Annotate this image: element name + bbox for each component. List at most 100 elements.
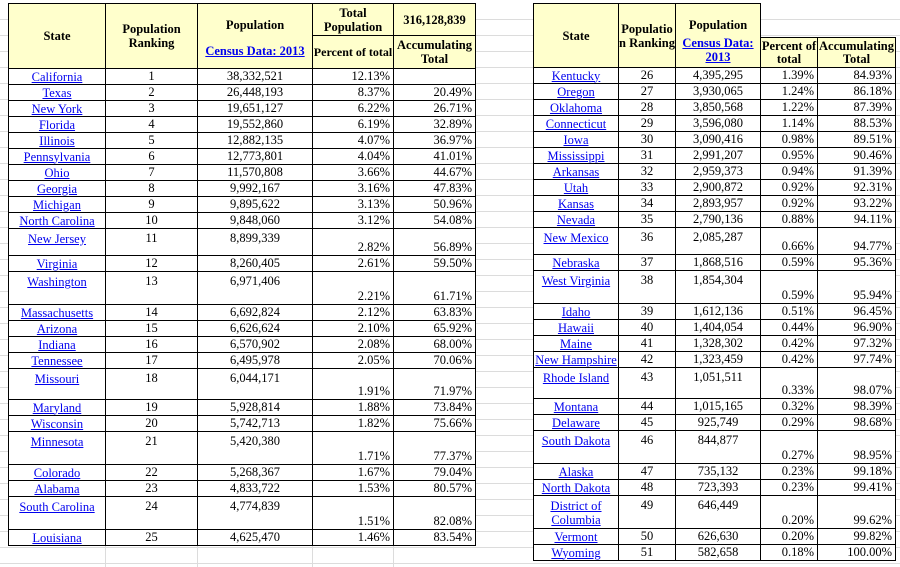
state-link[interactable]: Utah (563, 180, 589, 195)
percent-cell: 0.88% (761, 212, 818, 228)
census-data-link[interactable]: Census Data: 2013 (205, 43, 305, 58)
accumulating-cell: 32.89% (394, 117, 476, 133)
percent-cell: 1.51% (313, 497, 394, 530)
header-percent-column: Percent of total (761, 3, 818, 68)
accumulating-cell: 54.08% (394, 213, 476, 229)
state-link[interactable]: Arkansas (552, 164, 600, 179)
table-row: Oklahoma 28 3,850,568 1.22% 87.39% (534, 100, 896, 116)
state-link[interactable]: Montana (553, 399, 599, 414)
state-link[interactable]: Mississippi (547, 148, 605, 163)
state-cell: Virginia (9, 256, 106, 272)
state-link[interactable]: North Dakota (541, 480, 611, 495)
population-cell: 9,848,060 (198, 213, 313, 229)
rank-cell: 17 (106, 353, 198, 369)
state-link[interactable]: Iowa (563, 132, 589, 147)
state-link[interactable]: Alaska (558, 464, 594, 479)
table-row: District of Columbia 49 646,449 0.20% 99… (534, 496, 896, 529)
population-cell: 2,790,136 (676, 212, 761, 228)
state-cell: Connecticut (534, 116, 619, 132)
accumulating-cell: 80.57% (394, 481, 476, 497)
state-cell: North Dakota (534, 480, 619, 496)
state-link[interactable]: Delaware (552, 415, 600, 430)
state-link[interactable]: Minnesota (30, 435, 84, 449)
percent-cell: 0.33% (761, 368, 818, 399)
state-link[interactable]: Texas (42, 85, 72, 100)
rank-cell: 20 (106, 416, 198, 432)
rank-cell: 50 (619, 529, 676, 545)
state-link[interactable]: Kansas (557, 196, 595, 211)
accumulating-cell: 26.71% (394, 101, 476, 117)
percent-cell: 1.82% (313, 416, 394, 432)
state-cell: Ohio (9, 165, 106, 181)
state-link[interactable]: District of Columbia (550, 499, 602, 527)
state-link[interactable]: California (31, 69, 83, 84)
state-link[interactable]: Missouri (34, 372, 80, 386)
percent-cell: 1.39% (761, 68, 818, 84)
state-link[interactable]: New Hampshire (535, 352, 617, 367)
rank-cell: 6 (106, 149, 198, 165)
rank-cell: 19 (106, 400, 198, 416)
accumulating-cell: 88.53% (818, 116, 896, 132)
table-row: Missouri 18 6,044,171 1.91% 71.97% (9, 369, 476, 400)
state-link[interactable]: New Mexico (543, 231, 609, 245)
state-link[interactable]: Colorado (33, 465, 81, 480)
state-link[interactable]: Tennessee (31, 353, 83, 368)
state-link[interactable]: Idaho (561, 304, 591, 319)
state-link[interactable]: Wisconsin (30, 416, 84, 431)
table-row: Hawaii 40 1,404,054 0.44% 96.90% (534, 320, 896, 336)
percent-cell: 0.27% (761, 431, 818, 464)
state-link[interactable]: Maine (560, 336, 592, 351)
state-link[interactable]: South Dakota (541, 434, 611, 448)
state-cell: Hawaii (534, 320, 619, 336)
state-link[interactable]: Virginia (36, 256, 78, 271)
state-link[interactable]: Oregon (557, 84, 595, 99)
state-link[interactable]: Pennsylvania (23, 149, 91, 164)
state-link[interactable]: Ohio (44, 165, 70, 180)
state-link[interactable]: Connecticut (545, 116, 607, 131)
state-cell: Montana (534, 399, 619, 415)
state-link[interactable]: New York (31, 101, 83, 116)
accumulating-cell: 44.67% (394, 165, 476, 181)
state-link[interactable]: Alabama (34, 481, 80, 496)
state-link[interactable]: Louisiana (32, 530, 82, 545)
state-link[interactable]: Washington (27, 275, 87, 289)
state-link[interactable]: Massachusetts (20, 305, 94, 320)
state-link[interactable]: Nebraska (552, 255, 600, 270)
state-link[interactable]: Nevada (556, 212, 596, 227)
state-link[interactable]: South Carolina (19, 500, 95, 514)
state-link[interactable]: Rhode Island (542, 371, 610, 385)
state-link[interactable]: Michigan (33, 197, 81, 212)
state-link[interactable]: Hawaii (557, 320, 595, 335)
state-link[interactable]: Maryland (32, 400, 82, 415)
state-cell: Kentucky (534, 68, 619, 84)
state-link[interactable]: Arizona (36, 321, 78, 336)
state-link[interactable]: Oklahoma (549, 100, 603, 115)
state-link[interactable]: Wyoming (551, 545, 601, 560)
table-row: South Carolina 24 4,774,839 1.51% 82.08% (9, 497, 476, 530)
population-cell: 9,895,622 (198, 197, 313, 213)
population-cell: 723,393 (676, 480, 761, 496)
percent-cell: 6.19% (313, 117, 394, 133)
state-link[interactable]: Kentucky (551, 68, 601, 83)
census-data-link[interactable]: Census Data: 2013 (682, 36, 754, 64)
accumulating-cell: 61.71% (394, 272, 476, 305)
state-link[interactable]: New Jersey (28, 232, 86, 246)
percent-cell: 2.08% (313, 337, 394, 353)
state-link[interactable]: Georgia (36, 181, 78, 196)
state-cell: New Jersey (9, 229, 106, 256)
population-cell: 925,749 (676, 415, 761, 431)
accumulating-cell: 97.32% (818, 336, 896, 352)
state-link[interactable]: Florida (38, 117, 76, 132)
state-link[interactable]: Illinois (39, 133, 75, 148)
state-link[interactable]: Vermont (554, 529, 598, 544)
state-cell: District of Columbia (534, 496, 619, 529)
state-link[interactable]: North Carolina (19, 213, 95, 228)
table-row: Nevada 35 2,790,136 0.88% 94.11% (534, 212, 896, 228)
state-link[interactable]: Indiana (38, 337, 76, 352)
rank-cell: 23 (106, 481, 198, 497)
state-link[interactable]: West Virginia (541, 274, 611, 288)
empty-area (761, 3, 818, 37)
accumulating-cell: 95.94% (818, 271, 896, 304)
table-row: Rhode Island 43 1,051,511 0.33% 98.07% (534, 368, 896, 399)
rank-cell: 21 (106, 432, 198, 465)
